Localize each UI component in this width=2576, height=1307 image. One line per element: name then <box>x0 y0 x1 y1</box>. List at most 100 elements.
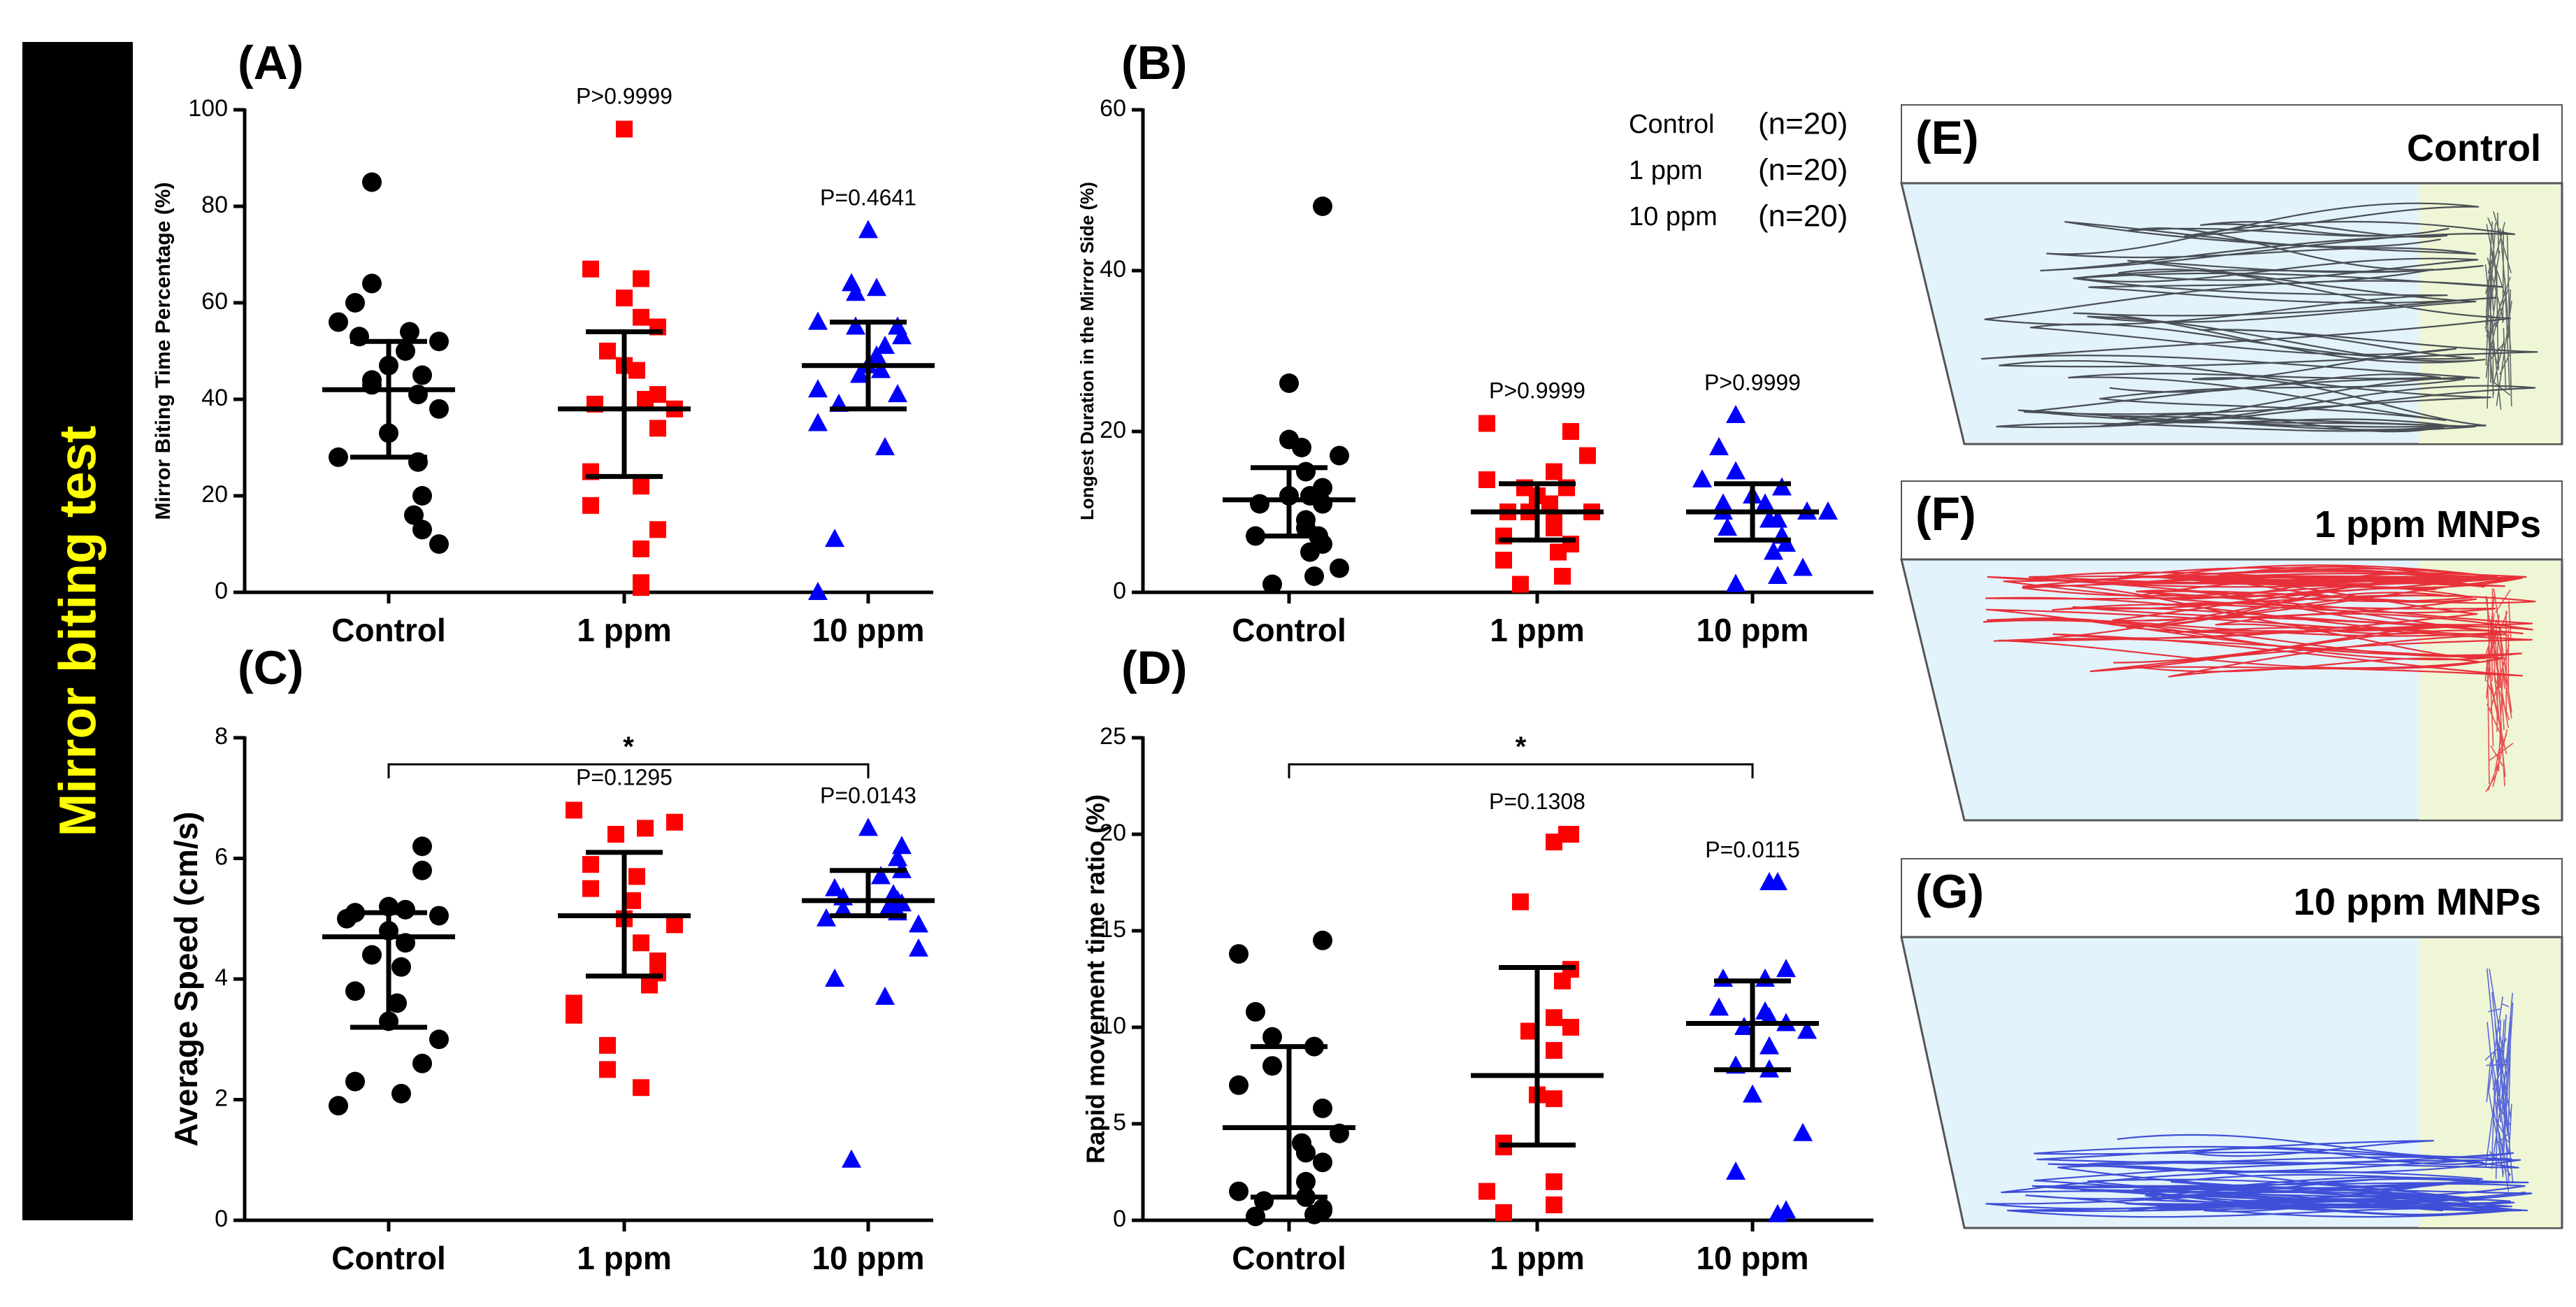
data-point <box>582 260 599 278</box>
legend-label: 1 ppm <box>1629 156 1703 185</box>
data-point <box>1313 1098 1332 1118</box>
data-point <box>892 836 912 855</box>
mirror-activity <box>2484 588 2514 792</box>
data-point <box>1768 1204 1787 1222</box>
data-point <box>412 1053 432 1073</box>
data-point <box>892 326 912 345</box>
data-point <box>400 322 419 342</box>
data-point <box>1478 471 1495 488</box>
data-point <box>412 486 432 506</box>
data-point <box>412 365 432 385</box>
p-value-label: P=0.1308 <box>1489 789 1585 814</box>
data-point <box>871 866 891 885</box>
data-point <box>1546 520 1562 536</box>
data-point <box>345 1071 365 1092</box>
trajectory-panel-f: (F) 1 ppm MNPs <box>1900 480 2563 822</box>
data-point <box>1562 1019 1579 1036</box>
data-point <box>1562 423 1579 440</box>
data-point <box>628 362 645 379</box>
data-point <box>1296 1143 1316 1163</box>
data-point <box>1734 1017 1754 1035</box>
data-point <box>1768 872 1787 890</box>
p-value-label: P=0.1295 <box>576 765 672 790</box>
x-tick-label: 10 ppm <box>812 1240 924 1276</box>
data-point <box>1718 517 1737 536</box>
data-point <box>1793 557 1813 576</box>
data-point <box>1755 493 1775 512</box>
trajectory-title-band <box>1901 104 2563 184</box>
legend-label: 10 ppm <box>1629 202 1718 231</box>
data-point <box>1726 573 1746 592</box>
y-tick-label: 6 <box>215 843 228 870</box>
trajectory-title-band <box>1901 858 2563 938</box>
data-point <box>1279 373 1299 393</box>
data-point <box>1709 437 1729 455</box>
data-point <box>649 420 666 437</box>
panel-label: (A) <box>238 36 303 90</box>
data-point <box>1246 1206 1265 1227</box>
data-point <box>1550 543 1567 561</box>
y-tick-label: 8 <box>215 723 228 750</box>
data-point <box>1760 1007 1779 1026</box>
x-tick-label: 1 ppm <box>1490 1240 1584 1276</box>
data-point <box>1726 461 1746 480</box>
p-value-label: P>0.9999 <box>576 84 672 109</box>
data-point <box>1692 469 1712 487</box>
x-tick-label: Control <box>1232 612 1346 648</box>
data-point <box>825 529 844 548</box>
data-point <box>1743 1084 1762 1103</box>
data-point <box>1262 574 1282 594</box>
data-point <box>1313 197 1332 216</box>
data-point <box>1726 1162 1746 1180</box>
y-tick-label: 0 <box>1113 1206 1126 1232</box>
data-point <box>1554 972 1571 990</box>
data-point <box>1330 445 1349 466</box>
data-point <box>633 270 649 287</box>
data-point <box>1512 576 1529 593</box>
data-point <box>412 520 432 540</box>
data-point <box>1546 834 1562 851</box>
data-point <box>1292 438 1311 457</box>
x-tick-label: 1 ppm <box>1490 612 1584 648</box>
data-point <box>1495 1204 1512 1221</box>
chart-panel-b: (B) 0 20 40 60 Longest Duration in the Mirror… <box>1077 36 1873 648</box>
y-tick-label: 40 <box>1100 256 1126 283</box>
data-point <box>850 364 870 383</box>
series-10-ppm <box>1686 405 1838 592</box>
trajectory-title-band <box>1901 480 2563 560</box>
swim-path <box>1983 564 2536 678</box>
data-point <box>429 331 449 352</box>
data-point <box>1797 1020 1817 1039</box>
data-point <box>362 172 382 192</box>
data-point <box>846 283 865 301</box>
data-point <box>825 969 844 987</box>
y-tick-label: 15 <box>1100 916 1126 943</box>
legend: Control (n=20) 1 ppm (n=20) 10 ppm (n=20) <box>1629 107 1848 234</box>
data-point <box>599 1036 616 1054</box>
y-tick-label: 60 <box>201 288 228 315</box>
data-point <box>867 345 886 364</box>
data-point <box>666 813 683 831</box>
y-axis-label: Longest Duration in the Mirror Side (%) <box>1077 182 1098 520</box>
legend-n: (n=20) <box>1758 153 1848 187</box>
x-tick-label: 1 ppm <box>577 1240 671 1276</box>
data-point <box>1768 509 1787 528</box>
data-point <box>875 336 895 355</box>
data-point <box>1262 1027 1282 1047</box>
data-point <box>412 860 432 880</box>
data-point <box>633 934 649 952</box>
significance-star: * <box>1516 731 1527 762</box>
chart-panel-c: (C) 0 2 4 6 8 Average Speed (cm/s) Control 1 ppm… <box>168 641 935 1276</box>
data-point <box>1229 1181 1249 1201</box>
x-tick-label: Control <box>331 612 446 648</box>
data-point <box>633 1079 649 1097</box>
data-point <box>816 908 836 927</box>
data-point <box>808 413 828 431</box>
data-point <box>1546 1042 1562 1059</box>
data-point <box>628 868 645 885</box>
data-point <box>329 1096 348 1116</box>
data-point <box>1579 447 1596 464</box>
legend-label: Control <box>1629 110 1715 139</box>
data-point <box>666 916 683 934</box>
data-point <box>391 957 411 977</box>
